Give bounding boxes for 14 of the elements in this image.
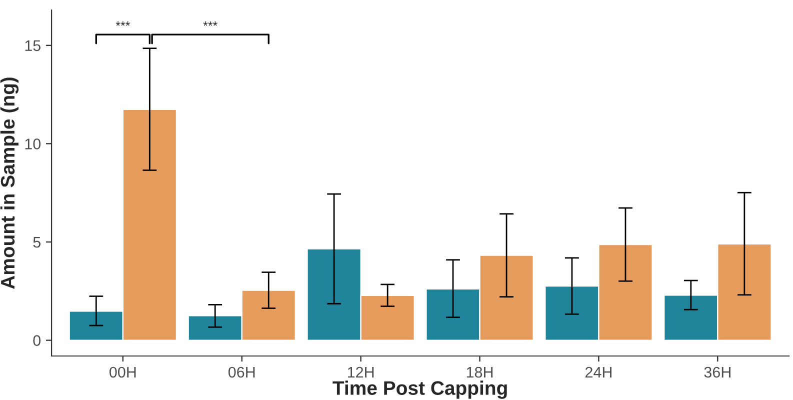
- y-tick-label: 0: [33, 335, 41, 346]
- annotation: ***: [116, 21, 130, 26]
- annotation: ***: [203, 21, 218, 26]
- x-tick-label: 18H: [466, 366, 493, 378]
- x-tick-label: 06H: [228, 366, 255, 378]
- x-tick-label: 00H: [110, 366, 136, 378]
- x-tick-label: 24H: [585, 366, 612, 378]
- y-tick-label: 15: [25, 40, 40, 52]
- x-tick-label: 12H: [348, 366, 374, 378]
- x-axis-title: Time Post Capping: [332, 380, 507, 399]
- y-tick-label: 10: [25, 138, 41, 150]
- y-axis-title: Amount in Sample (ng): [0, 78, 19, 289]
- y-tick-label: 5: [33, 237, 40, 248]
- x-tick-label: 36H: [704, 366, 730, 378]
